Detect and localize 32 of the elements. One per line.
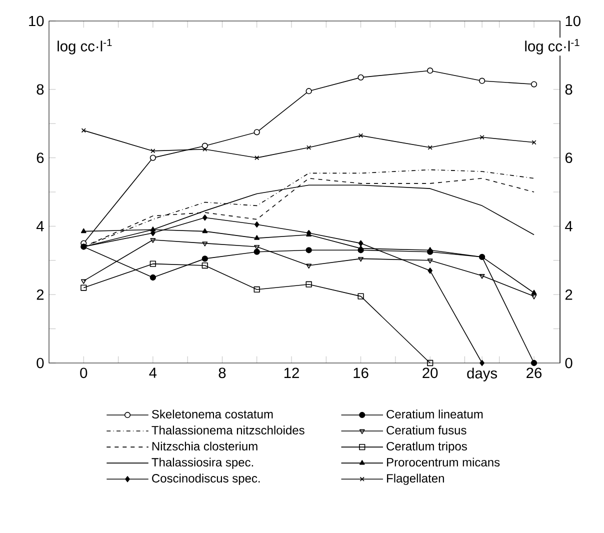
legend-label: Ceratlum tripos (386, 442, 467, 453)
y-tick-label: 6 (36, 152, 44, 163)
legend-label: Ceratium fusus (386, 426, 466, 434)
x-tick-label: days (467, 368, 497, 382)
y2-tick-label: 4 (565, 221, 572, 232)
y2-tick-label: 6 (565, 152, 572, 163)
x-tick-label: 4 (149, 368, 157, 378)
legend-label: Prorocentrum micans (387, 458, 500, 467)
legend-label: Thalassiosira spec. (152, 458, 254, 469)
y-tick-label: 10 (29, 16, 44, 26)
y-tick-label: 2 (36, 289, 44, 300)
legend-label: Thalassionema nitzschloides (152, 426, 304, 434)
y2-tick-label: 10 (566, 16, 580, 26)
legend-label: Coscinodiscus spec. (152, 474, 260, 485)
x-tick-label: 20 (422, 368, 438, 378)
x-tick-label: 12 (284, 368, 299, 378)
x-tick-label: 0 (80, 368, 88, 378)
x-tick-label: 16 (354, 368, 368, 378)
y-axis-title: log cc·l$^{-1}$ (58, 38, 112, 54)
y-tick-label: 0 (36, 358, 44, 368)
x-tick-label: 26 (526, 368, 542, 378)
legend-label: Flagellaten (387, 474, 444, 485)
y2-tick-label: 2 (565, 289, 572, 300)
legend-label: Ceratium lineatum (386, 410, 483, 418)
y2-tick-label: 0 (565, 358, 572, 368)
legend-label: Nitzschia closterium (152, 442, 258, 451)
y-tick-label: 4 (36, 221, 44, 232)
y2-axis-title: log cc·l$^{-1}$ (525, 38, 580, 54)
x-tick-label: 8 (218, 368, 226, 378)
y-tick-label: 8 (36, 84, 44, 95)
y2-tick-label: 8 (565, 84, 572, 95)
legend-label: Skeletonema costatum (152, 410, 273, 418)
